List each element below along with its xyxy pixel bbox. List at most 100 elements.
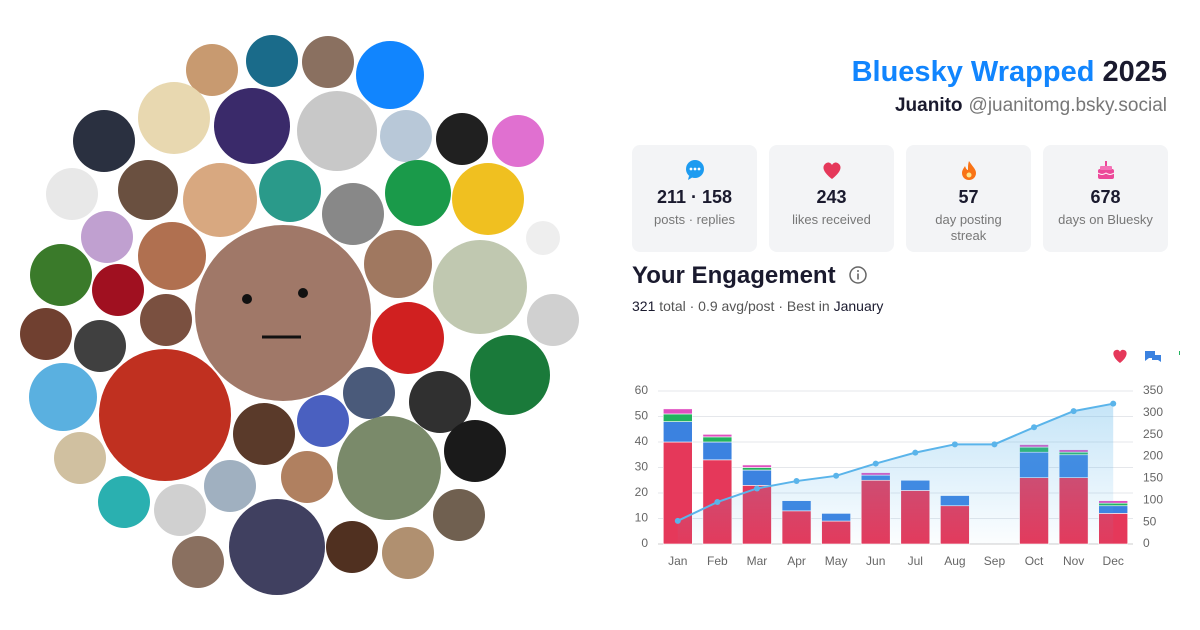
total-label: total xyxy=(659,298,686,314)
bar-segment xyxy=(742,464,772,468)
stat-card: 57 day posting streak xyxy=(906,145,1031,252)
icon xyxy=(1097,161,1114,179)
separator: · xyxy=(778,298,784,314)
avatar[interactable] xyxy=(297,91,377,171)
line-point xyxy=(872,460,879,467)
avatar[interactable] xyxy=(46,168,98,220)
avatar[interactable] xyxy=(74,320,126,372)
avatar[interactable] xyxy=(81,211,133,263)
avatar[interactable] xyxy=(73,110,135,172)
icon xyxy=(685,160,704,180)
avatar[interactable] xyxy=(138,82,210,154)
y2-tick-label: 250 xyxy=(1143,427,1163,441)
y2-tick-label: 0 xyxy=(1143,536,1150,550)
avatar[interactable] xyxy=(54,432,106,484)
line-point xyxy=(1070,408,1077,415)
avatar[interactable] xyxy=(444,420,506,482)
avatar[interactable] xyxy=(322,183,384,245)
bar-segment xyxy=(702,434,733,438)
section-title: Your Engagement xyxy=(632,262,868,290)
avatar[interactable] xyxy=(233,403,295,465)
info-icon[interactable] xyxy=(848,265,868,285)
avatar[interactable] xyxy=(382,527,434,579)
engagement-summary: 321 total · 0.9 avg/post · Best in Janua… xyxy=(632,298,883,314)
y-tick-label: 40 xyxy=(635,434,649,448)
y2-tick-label: 350 xyxy=(1143,383,1163,397)
avatar[interactable] xyxy=(172,536,224,588)
avatar[interactable] xyxy=(433,240,527,334)
x-tick-label: May xyxy=(825,554,848,568)
avatar[interactable] xyxy=(356,41,424,109)
icon xyxy=(822,162,841,179)
bar-segment xyxy=(742,469,772,486)
line-point xyxy=(833,472,840,479)
line-point xyxy=(753,485,760,492)
avatar[interactable] xyxy=(380,110,432,162)
avatar[interactable] xyxy=(526,221,560,255)
legend-icon[interactable] xyxy=(1145,351,1161,362)
avatar[interactable] xyxy=(326,521,378,573)
avatar[interactable] xyxy=(183,163,257,237)
avatar[interactable] xyxy=(337,416,441,520)
avatar[interactable] xyxy=(343,367,395,419)
avatar[interactable] xyxy=(470,335,550,415)
display-name: Juanito xyxy=(894,95,963,116)
best-month: January xyxy=(833,298,884,314)
avatar[interactable] xyxy=(436,113,488,165)
avatar[interactable] xyxy=(492,115,544,167)
line-point xyxy=(714,499,721,506)
y-tick-label: 20 xyxy=(635,485,649,499)
avatar[interactable] xyxy=(140,294,192,346)
avatar[interactable] xyxy=(204,460,256,512)
avatar[interactable] xyxy=(154,484,206,536)
avatar[interactable] xyxy=(118,160,178,220)
avatar[interactable] xyxy=(364,230,432,298)
avatar[interactable] xyxy=(433,489,485,541)
x-tick-label: Jan xyxy=(668,554,687,568)
line-area xyxy=(677,403,1114,544)
brand: Bluesky Wrapped xyxy=(851,56,1095,88)
avatar[interactable] xyxy=(452,163,524,235)
avatar[interactable] xyxy=(98,476,150,528)
bar-segment xyxy=(702,441,733,461)
legend-icon[interactable] xyxy=(1113,349,1127,363)
avatar-eye xyxy=(242,294,252,304)
avatar[interactable] xyxy=(214,88,290,164)
y2-tick-label: 100 xyxy=(1143,492,1163,506)
avatar[interactable] xyxy=(30,244,92,306)
avatar[interactable] xyxy=(297,395,349,447)
avatar[interactable] xyxy=(99,349,231,481)
avatar[interactable] xyxy=(92,264,144,316)
y2-tick-label: 300 xyxy=(1143,405,1163,419)
bar-segment xyxy=(662,408,693,415)
x-tick-label: Mar xyxy=(747,554,768,568)
avatar[interactable] xyxy=(409,371,471,433)
y-tick-label: 0 xyxy=(641,536,648,550)
x-tick-label: Aug xyxy=(944,554,965,568)
stat-card: 243 likes received xyxy=(769,145,894,252)
avatar[interactable] xyxy=(195,225,371,401)
year: 2025 xyxy=(1102,56,1167,88)
avatar[interactable] xyxy=(372,302,444,374)
stat-card: 211 · 158 posts · replies xyxy=(632,145,757,252)
icon xyxy=(961,161,976,180)
avatar[interactable] xyxy=(186,44,238,96)
avatar[interactable] xyxy=(229,499,325,595)
avatar-eye xyxy=(298,288,308,298)
avatar[interactable] xyxy=(246,35,298,87)
x-tick-label: Jun xyxy=(866,554,885,568)
avatar[interactable] xyxy=(138,222,206,290)
avatar[interactable] xyxy=(302,36,354,88)
avatar[interactable] xyxy=(20,308,72,360)
y2-tick-label: 150 xyxy=(1143,471,1163,485)
avatar[interactable] xyxy=(281,451,333,503)
avatar[interactable] xyxy=(29,363,97,431)
avatar[interactable] xyxy=(385,160,451,226)
line-point xyxy=(1031,424,1038,431)
avatar-cloud xyxy=(20,35,579,595)
avatar[interactable] xyxy=(527,294,579,346)
title: Bluesky Wrapped 2025 xyxy=(852,56,1167,89)
y2-tick-label: 200 xyxy=(1143,449,1163,463)
avatar[interactable] xyxy=(259,160,321,222)
